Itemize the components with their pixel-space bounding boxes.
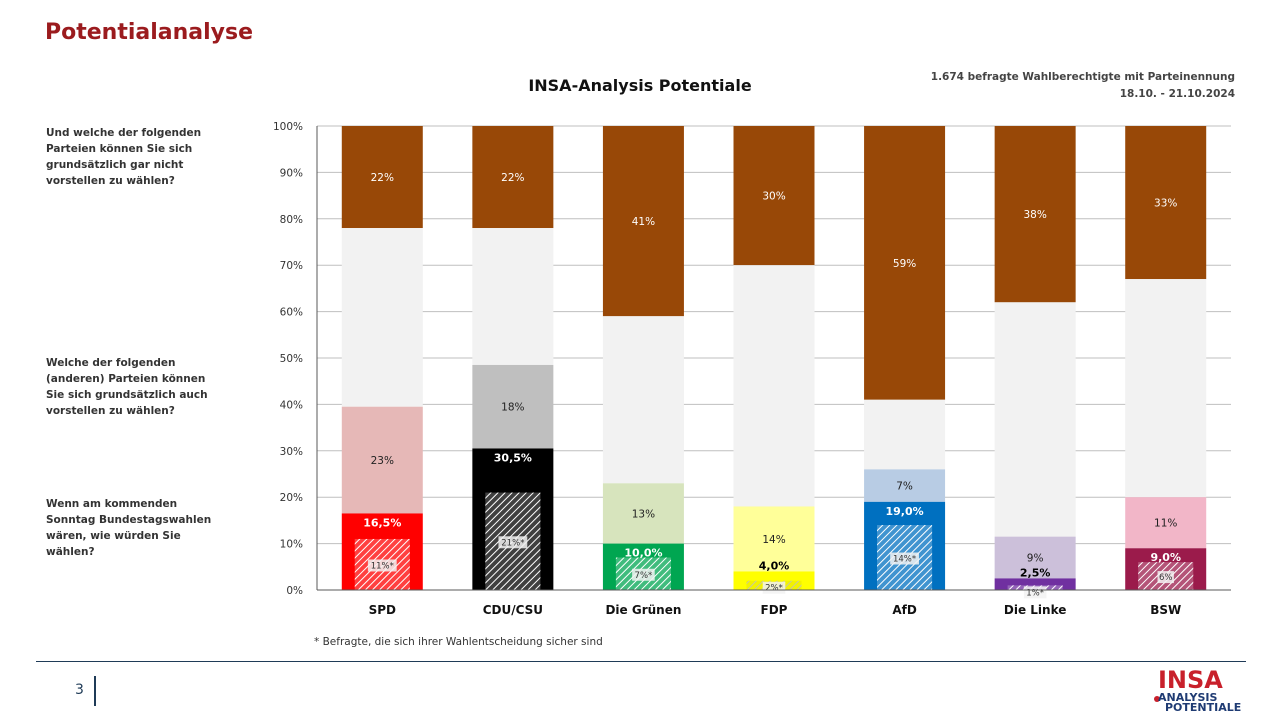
y-tick-label: 0%: [286, 585, 303, 597]
data-label-vote: 4,0%: [759, 559, 790, 572]
survey-date-text: 18.10. - 21.10.2024: [1119, 88, 1235, 100]
x-tick-label: FDP: [761, 603, 788, 617]
bar-segment-never: [864, 126, 946, 400]
data-label-could: 7%: [896, 481, 913, 493]
y-tick-label: 50%: [280, 353, 303, 365]
y-tick-label: 40%: [280, 399, 303, 411]
data-label-could: 18%: [501, 402, 524, 414]
insa-logo: INSA ANALYSIS POTENTIALE: [1150, 666, 1250, 716]
data-label-certain: 21%*: [501, 538, 524, 548]
bar-segment-undecided: [733, 265, 815, 507]
y-tick-label: 70%: [280, 260, 303, 272]
bar-segment-could: [733, 506, 815, 572]
data-label-vote: 10,0%: [624, 547, 662, 560]
y-tick-label: 10%: [280, 539, 303, 551]
x-tick-label: Die Linke: [1004, 603, 1067, 617]
bar-segment-undecided: [864, 399, 946, 470]
data-label-could: 23%: [371, 455, 394, 467]
survey-info: 1.674 befragte Wahlberechtigte mit Parte…: [931, 69, 1235, 103]
bar-segment-vote: [994, 578, 1076, 590]
logo-analysis-text: ANALYSIS: [1158, 691, 1218, 704]
logo-insa-text: INSA: [1158, 666, 1223, 694]
data-label-certain: 7%*: [635, 571, 653, 581]
y-tick-label: 60%: [280, 307, 303, 319]
x-tick-label: Die Grünen: [605, 603, 681, 617]
bar-segment-could: [602, 483, 684, 544]
question-vote: Wenn am kommenden Sonntag Bundestagswahl…: [46, 498, 212, 558]
bar-segment-undecided: [1125, 279, 1207, 498]
data-label-certain-bg: [632, 568, 655, 581]
data-label-certain-bg: [1157, 571, 1174, 584]
y-tick-label: 80%: [280, 214, 303, 226]
data-label-vote: 19,0%: [885, 505, 923, 518]
x-tick-label: SPD: [369, 603, 396, 617]
bar-segment-undecided: [994, 302, 1076, 537]
data-label-could: 11%: [1154, 518, 1177, 530]
logo-dot-icon: [1154, 696, 1160, 702]
data-label-never: 41%: [632, 216, 655, 228]
bar-segment-could: [472, 364, 554, 449]
data-label-certain-bg: [498, 536, 528, 549]
data-label-certain: 11%*: [371, 561, 394, 571]
data-label-certain-bg: [1023, 586, 1047, 599]
bar-segment-undecided: [602, 316, 684, 484]
data-label-vote: 9,0%: [1150, 551, 1181, 564]
question-never: Und welche der folgenden Parteien können…: [46, 127, 202, 187]
data-label-vote: 16,5%: [363, 516, 401, 529]
data-label-certain-bg: [367, 559, 397, 572]
data-label-vote: 2,5%: [1020, 566, 1051, 579]
data-label-could: 13%: [632, 508, 655, 520]
data-label-certain-bg: [890, 552, 919, 565]
bar-segment-never: [341, 126, 423, 229]
data-label-could: 9%: [1027, 553, 1044, 565]
footnote: * Befragte, die sich ihrer Wahlentscheid…: [314, 636, 603, 648]
y-tick-label: 90%: [280, 167, 303, 179]
data-label-certain-bg: [762, 581, 786, 594]
bar-segment-never: [472, 126, 554, 229]
x-tick-label: BSW: [1150, 603, 1181, 617]
data-label-vote: 30,5%: [494, 451, 532, 464]
chart-title: INSA-Analysis Potentiale: [528, 76, 752, 95]
y-tick-label: 100%: [273, 121, 303, 133]
bar-segment-could: [341, 406, 423, 514]
x-tick-label: CDU/CSU: [483, 603, 543, 617]
y-tick-label: 20%: [280, 492, 303, 504]
data-label-certain: 2%*: [765, 584, 783, 594]
data-label-never: 59%: [893, 258, 916, 270]
bar-segment-could: [864, 469, 946, 502]
y-tick-label: 30%: [280, 446, 303, 458]
page-number: 3: [75, 682, 84, 698]
survey-sample-text: 1.674 befragte Wahlberechtigte mit Parte…: [930, 71, 1235, 83]
x-tick-label: AfD: [892, 603, 917, 617]
bar-segment-could: [994, 536, 1076, 579]
data-label-never: 22%: [371, 172, 394, 184]
bar-segment-undecided: [341, 228, 423, 407]
data-label-certain: 6%: [1159, 573, 1173, 583]
data-label-certain: 14%*: [893, 555, 916, 565]
bar-segment-never: [1125, 126, 1207, 280]
page-title: Potentialanalyse: [45, 20, 254, 45]
bar-segment-never: [733, 126, 815, 266]
data-label-never: 22%: [501, 172, 524, 184]
data-label-never: 33%: [1154, 198, 1177, 210]
data-label-never: 30%: [762, 191, 785, 203]
bar-segment-could: [1125, 497, 1207, 549]
page-number-divider: [94, 676, 96, 706]
data-label-never: 38%: [1023, 209, 1046, 221]
data-label-could: 14%: [762, 534, 785, 546]
bar-segment-undecided: [472, 228, 554, 365]
bottom-divider: [36, 661, 1246, 662]
question-could: Welche der folgenden (anderen) Parteien …: [46, 357, 208, 417]
logo-potentiale-text: POTENTIALE: [1165, 701, 1242, 714]
bar-segment-never: [602, 126, 684, 317]
data-label-certain: 1%*: [1026, 588, 1044, 598]
bar-segment-never: [994, 126, 1076, 303]
